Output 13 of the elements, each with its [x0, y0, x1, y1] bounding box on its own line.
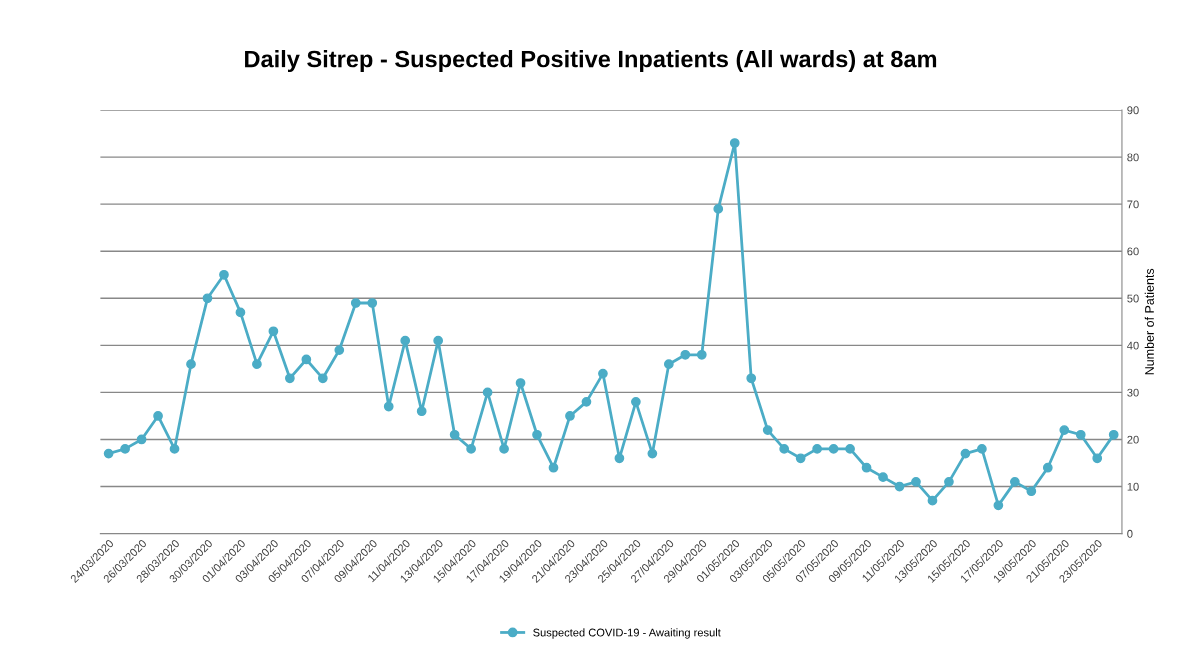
legend-label: Suspected COVID-19 - Awaiting result [533, 628, 721, 639]
y-tick-label: 30 [1127, 388, 1139, 397]
y-tick-label: 10 [1127, 482, 1139, 491]
y-tick-label: 70 [1127, 200, 1139, 209]
y-tick-label: 0 [1127, 529, 1133, 538]
y-tick-label: 50 [1127, 294, 1139, 303]
y-tick-label: 60 [1127, 247, 1139, 256]
y-axis-title: Number of Patients [1144, 268, 1154, 375]
y-tick-label: 40 [1127, 341, 1139, 350]
y-tick-label: 80 [1127, 153, 1139, 162]
chart-title: Daily Sitrep - Suspected Positive Inpatients (All wards) at 8am [245, 50, 937, 73]
y-tick-label: 20 [1127, 435, 1139, 444]
y-tick-label: 90 [1127, 106, 1139, 115]
